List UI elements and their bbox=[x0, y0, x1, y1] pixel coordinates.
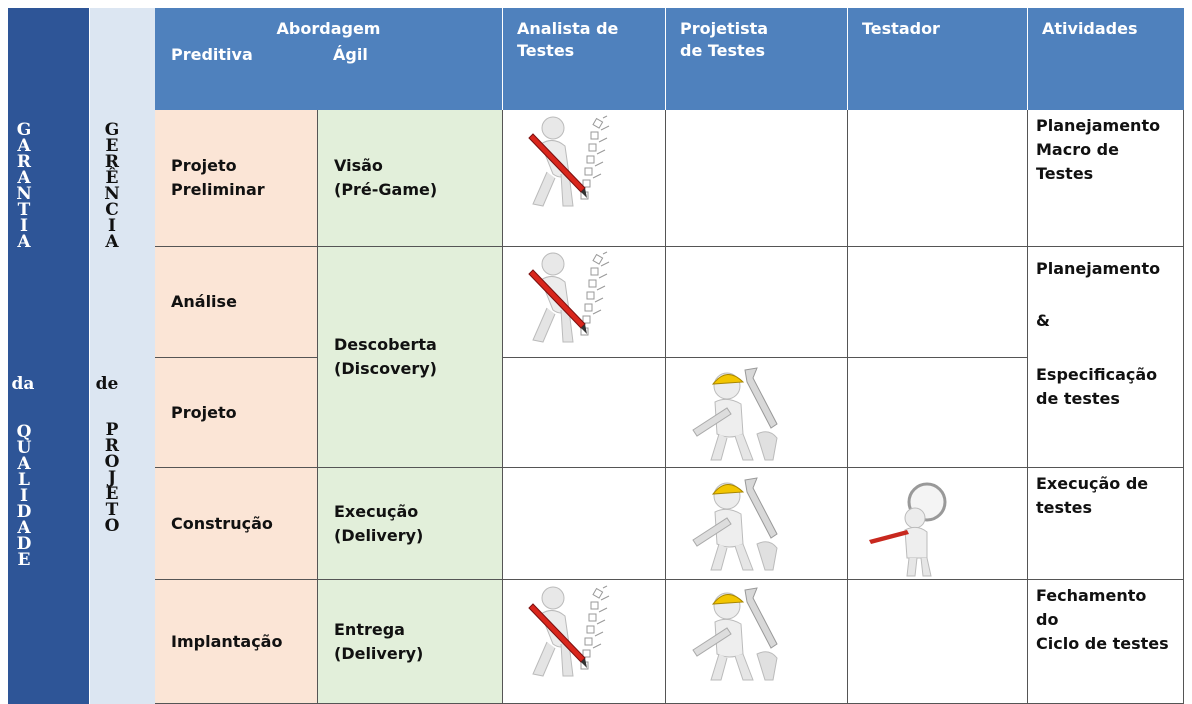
side-word: QUALIDADE bbox=[14, 422, 34, 566]
gerencia-column: GERÊNCIA de PROJETO bbox=[90, 8, 155, 704]
preditiva-cell: Implantação bbox=[155, 580, 318, 704]
analista-icon bbox=[528, 251, 610, 343]
preditiva-cell: Construção bbox=[155, 468, 318, 580]
atividade-cell: Fechamento do Ciclo de testes bbox=[1028, 580, 1184, 704]
header-abordagem: Abordagem Preditiva Ágil bbox=[155, 8, 503, 110]
role-cell bbox=[666, 468, 848, 580]
preditiva-cell: Projeto Preliminar bbox=[155, 110, 318, 247]
analista-icon bbox=[528, 585, 610, 677]
role-cell bbox=[848, 468, 1028, 580]
analista-icon bbox=[528, 115, 610, 207]
projetista-icon bbox=[692, 367, 778, 461]
role-cell bbox=[503, 358, 666, 468]
header-cell: Atividades bbox=[1028, 8, 1184, 110]
role-cell bbox=[848, 358, 1028, 468]
side-word: GARANTIA bbox=[14, 120, 34, 248]
projetista-icon bbox=[692, 477, 778, 571]
header-text: Preditiva bbox=[171, 45, 253, 64]
atividade-cell: Planejamento Macro de Testes bbox=[1028, 110, 1184, 247]
role-cell bbox=[503, 468, 666, 580]
header-cell: Analista de Testes bbox=[503, 8, 666, 110]
header-text: Ágil bbox=[333, 45, 368, 64]
agil-cell: Descoberta (Discovery) bbox=[318, 247, 503, 468]
side-word: GERÊNCIA bbox=[102, 120, 122, 248]
role-cell bbox=[666, 358, 848, 468]
role-cell bbox=[848, 247, 1028, 358]
garantia-column: GARANTIA da QUALIDADE bbox=[8, 8, 90, 704]
testador-icon bbox=[867, 482, 947, 578]
role-cell bbox=[666, 247, 848, 358]
role-cell bbox=[848, 110, 1028, 247]
agil-cell: Execução (Delivery) bbox=[318, 468, 503, 580]
header-text: Abordagem bbox=[276, 19, 381, 38]
role-cell bbox=[666, 110, 848, 247]
projetista-icon bbox=[692, 587, 778, 681]
header-cell: Testador bbox=[848, 8, 1028, 110]
atividade-text: & bbox=[1036, 311, 1050, 330]
preditiva-cell: Análise bbox=[155, 247, 318, 358]
atividade-cell: Execução de testes bbox=[1028, 468, 1184, 580]
side-word: da bbox=[11, 374, 35, 394]
role-cell bbox=[503, 110, 666, 247]
atividade-text: Especificação de testes bbox=[1036, 365, 1158, 408]
side-word: de bbox=[95, 374, 119, 394]
role-cell bbox=[848, 580, 1028, 704]
header-cell: Projetista de Testes bbox=[666, 8, 848, 110]
atividade-cell: Planejamento & Especificação de testes bbox=[1028, 247, 1184, 468]
role-cell bbox=[503, 247, 666, 358]
preditiva-cell: Projeto bbox=[155, 358, 318, 468]
atividade-text: Planejamento bbox=[1036, 259, 1161, 278]
agil-cell: Visão (Pré-Game) bbox=[318, 110, 503, 247]
side-word: PROJETO bbox=[102, 420, 122, 532]
agil-cell: Entrega (Delivery) bbox=[318, 580, 503, 704]
